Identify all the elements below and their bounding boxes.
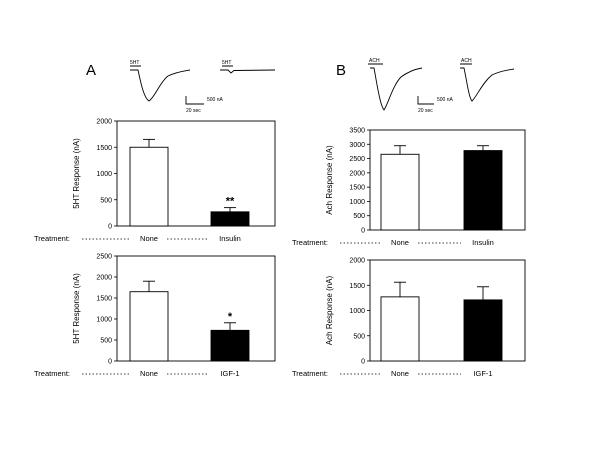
- y-axis-label: 5HT Response (nA): [72, 273, 81, 344]
- significance-mark: **: [226, 196, 235, 208]
- chart-5ht-insulin: 0 500 1000 1500 2000 5HT Response (nA) None ** I…: [34, 119, 276, 243]
- y-tick-label: 1500: [96, 296, 112, 303]
- y-tick-label: 2500: [349, 156, 365, 163]
- y-tick-label: 0: [108, 224, 112, 231]
- y-tick-label: 0: [361, 359, 365, 366]
- chart-5ht-igf1: 0 500 1000 1500 2000 2500 5HT Response (nA) Non…: [34, 254, 276, 378]
- y-tick-label: 3000: [349, 142, 365, 149]
- scale-bar-a: [185, 96, 204, 105]
- y-axis-label: Ach Response (nA): [325, 145, 334, 215]
- trace-label-1: 5HT: [130, 60, 139, 66]
- current-trace-1: [130, 69, 191, 102]
- category-label: None: [140, 234, 158, 243]
- y-tick-label: 500: [353, 213, 365, 220]
- current-trace-3: [370, 67, 423, 111]
- current-trace-4: [460, 67, 515, 102]
- y-tick-label: 2000: [349, 170, 365, 177]
- treatment-label: Treatment:: [34, 369, 70, 378]
- y-tick-label: 1500: [349, 185, 365, 192]
- current-trace-2: [220, 69, 276, 74]
- bar: [463, 150, 503, 231]
- trace-label-4: ACH: [461, 58, 472, 64]
- y-tick-label: 500: [353, 333, 365, 340]
- chart-ach-insulin: 0 500 1000 1500 2000 2500 3000 3500 Ach Response…: [292, 128, 526, 247]
- scale-amplitude-b: 500 nA: [437, 97, 454, 103]
- plot-frame: [116, 255, 276, 362]
- y-tick-label: 1000: [349, 308, 365, 315]
- y-tick-label: 3500: [349, 128, 365, 135]
- category-label: None: [140, 369, 158, 378]
- scale-bar-b: [417, 96, 434, 105]
- category-label: None: [391, 369, 409, 378]
- category-label: Insulin: [219, 234, 241, 243]
- y-tick-label: 0: [361, 228, 365, 235]
- treatment-label: Treatment:: [292, 369, 328, 378]
- treatment-label: Treatment:: [34, 234, 70, 243]
- bar: [210, 329, 250, 362]
- y-tick-label: 1000: [96, 317, 112, 324]
- category-label: IGF-1: [473, 369, 492, 378]
- bar: [210, 211, 250, 227]
- category-label: Insulin: [472, 238, 494, 247]
- y-tick-label: 500: [100, 338, 112, 345]
- treatment-label: Treatment:: [292, 238, 328, 247]
- y-tick-label: 2000: [349, 258, 365, 265]
- y-tick-label: 1000: [96, 171, 112, 178]
- panel-a: A 5HT 5HT 500 nA 20 sec: [86, 60, 276, 114]
- y-tick-label: 1000: [349, 199, 365, 206]
- y-tick-label: 2500: [96, 254, 112, 261]
- y-tick-label: 1500: [349, 283, 365, 290]
- trace-label-2: 5HT: [222, 60, 231, 66]
- scale-amplitude-a: 500 nA: [207, 97, 224, 103]
- panel-letter-b: B: [336, 62, 346, 79]
- scale-time-b: 20 sec: [418, 108, 433, 114]
- scale-time-a: 20 sec: [186, 108, 201, 114]
- bar: [129, 291, 169, 362]
- bar: [463, 299, 503, 362]
- y-axis-label: 5HT Response (nA): [72, 138, 81, 209]
- panel-letter-a: A: [86, 62, 96, 79]
- significance-mark: *: [228, 311, 233, 323]
- category-label: IGF-1: [220, 369, 239, 378]
- y-tick-label: 500: [100, 197, 112, 204]
- y-tick-label: 2000: [96, 119, 112, 126]
- bar: [380, 296, 420, 362]
- category-label: None: [391, 238, 409, 247]
- y-tick-label: 2000: [96, 275, 112, 282]
- bar: [380, 153, 420, 231]
- y-tick-label: 0: [108, 359, 112, 366]
- trace-label-3: ACH: [369, 58, 380, 64]
- y-axis-label: Ach Response (nA): [325, 275, 334, 345]
- plot-frame: [369, 129, 526, 231]
- y-tick-label: 1500: [96, 145, 112, 152]
- panel-b: B ACH ACH 500 nA 20 sec: [336, 58, 515, 114]
- bar: [129, 146, 169, 227]
- chart-ach-igf1: 0 500 1000 1500 2000 Ach Response (nA) None IGF…: [292, 258, 526, 378]
